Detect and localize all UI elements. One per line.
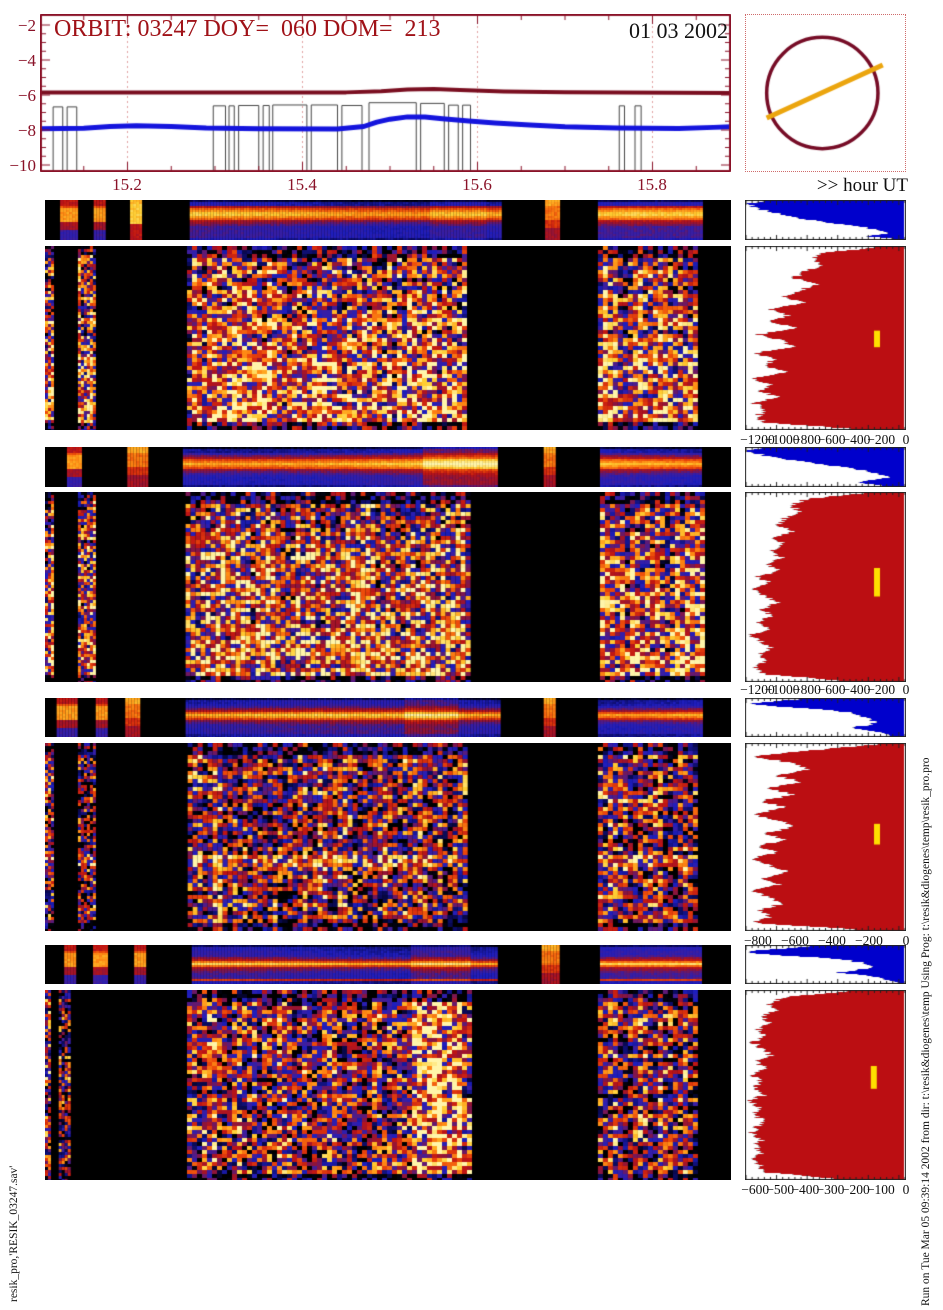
page-title: ORBIT: 03247 DOY= 060 DOM= 213 — [54, 16, 441, 42]
axis-tick-label: −1000 — [764, 682, 800, 697]
light-curve-canvas — [40, 14, 731, 172]
axis-tick-label: −1200 — [740, 432, 775, 447]
axis-tick-label: −800 — [743, 933, 772, 948]
panel-2-strip-spectrogram — [45, 447, 731, 487]
footer-left-caption: resik_pro,'RESIK_03247.sav' — [8, 1165, 20, 1302]
axis-tick-label: −600 — [741, 1182, 770, 1197]
panel-4-strip-histogram — [745, 945, 906, 984]
axis-tick-label: 0 — [902, 1182, 910, 1197]
panel-4-main-histogram — [745, 990, 906, 1180]
panel-3-main-histogram — [745, 743, 906, 931]
axis-tick-label: −600 — [817, 682, 846, 697]
axis-tick-label: 0 — [902, 432, 910, 447]
y-tick-label: −2 — [17, 16, 36, 35]
panel-3-main-spectrogram — [45, 743, 731, 931]
axis-tick-label: −400 — [842, 682, 871, 697]
axis-tick-label: −1000 — [764, 432, 800, 447]
y-tick-label: −4 — [17, 51, 36, 70]
panel-4-x-axis: −600 −500 −400 −300 −200 −100 0 — [733, 1182, 924, 1198]
axis-tick-label: 0 — [902, 682, 910, 697]
axis-tick-label: −200 — [867, 432, 896, 447]
panel-2-strip-histogram — [745, 447, 906, 487]
x-tick-label: 15.2 — [112, 175, 142, 194]
panel-1-strip-spectrogram — [45, 200, 731, 240]
panel-1-strip-histogram — [745, 200, 906, 240]
axis-tick-label: −100 — [866, 1182, 895, 1197]
light-curve-plot: ORBIT: 03247 DOY= 060 DOM= 213 01 03 200… — [0, 0, 943, 196]
panel-2-main-spectrogram — [45, 492, 731, 682]
hour-ut-axis-label: >> hour UT — [816, 175, 908, 196]
axis-tick-label: −400 — [818, 933, 846, 948]
axis-tick-label: −300 — [816, 1182, 845, 1197]
panel-1-main-spectrogram — [45, 246, 731, 430]
axis-tick-label: −600 — [817, 432, 846, 447]
axis-tick-label: −400 — [842, 432, 871, 447]
date-label: 01 03 2002 — [629, 18, 728, 43]
panel-3-x-axis: −800 −600 −400 −200 0 — [733, 933, 924, 949]
panel-1-x-axis: −1200 −1000 −800 −600 −400 −200 0 — [733, 432, 924, 448]
y-tick-label: −6 — [17, 86, 36, 105]
x-tick-label: 15.6 — [462, 175, 492, 194]
solar-disk-inset — [745, 14, 906, 172]
panel-1-main-histogram — [745, 246, 906, 430]
axis-tick-label: −200 — [867, 682, 896, 697]
footer-right-caption: Run on Tue Mar 05 09:39:14 2002 from dir… — [920, 757, 932, 1306]
axis-tick-label: −400 — [791, 1182, 820, 1197]
axis-tick-label: −200 — [855, 933, 883, 948]
y-tick-label: −10 — [9, 156, 36, 175]
panel-2-main-histogram — [745, 492, 906, 682]
panel-2-x-axis: −1200 −1000 −800 −600 −400 −200 0 — [733, 682, 924, 698]
axis-tick-label: −800 — [793, 682, 821, 697]
axis-tick-label: −600 — [780, 933, 809, 948]
axis-tick-label: −500 — [766, 1182, 795, 1197]
axis-tick-label: −200 — [841, 1182, 870, 1197]
axis-tick-label: −800 — [793, 432, 821, 447]
solar-disk-canvas — [746, 15, 905, 171]
panel-3-strip-histogram — [745, 698, 906, 737]
x-tick-label: 15.4 — [287, 175, 317, 194]
x-tick-label: 15.8 — [637, 175, 667, 194]
axis-tick-label: −1200 — [740, 682, 775, 697]
panel-4-strip-spectrogram — [45, 945, 731, 984]
panel-3-strip-spectrogram — [45, 698, 731, 737]
y-tick-label: −8 — [17, 121, 36, 140]
panel-4-main-spectrogram — [45, 990, 731, 1180]
axis-tick-label: 0 — [902, 933, 910, 948]
